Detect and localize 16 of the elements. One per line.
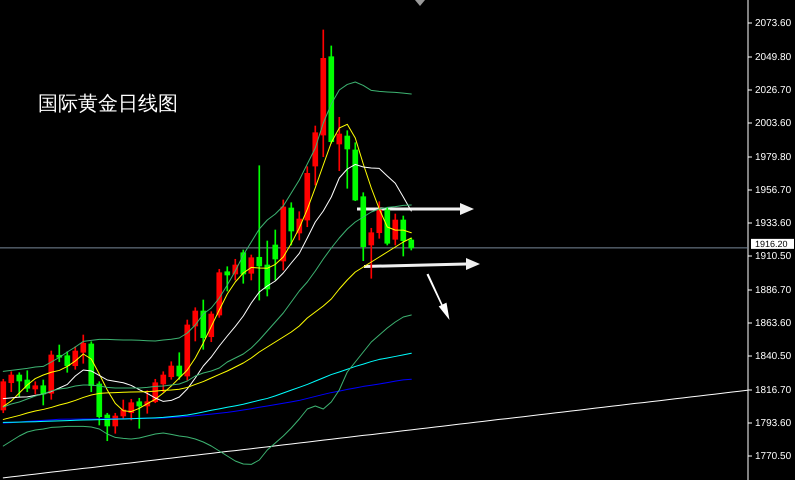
y-tick-label: 2026.70 <box>755 84 792 96</box>
y-tick-label: 1886.70 <box>755 284 792 296</box>
y-tick-label: 1956.70 <box>755 184 792 196</box>
y-tick-label: 2073.60 <box>755 18 792 29</box>
y-tick-label: 2049.80 <box>755 52 792 63</box>
y-tick-label: 1863.60 <box>755 318 792 329</box>
y-tick-label: 1933.60 <box>755 218 792 229</box>
y-tick-label: 1910.50 <box>755 250 792 262</box>
text: 国际黄金日线图 <box>38 91 178 115</box>
y-tick-label: 1840.50 <box>755 350 792 362</box>
y-tick-label: 1770.50 <box>755 450 792 462</box>
y-tick-label: 2003.60 <box>755 118 792 129</box>
y-tick-label: 1816.70 <box>755 384 792 396</box>
y-tick-label: 1793.60 <box>755 418 792 429</box>
ref-line-label: 1916.20 <box>755 238 788 249</box>
y-tick-label: 1979.80 <box>755 152 792 163</box>
